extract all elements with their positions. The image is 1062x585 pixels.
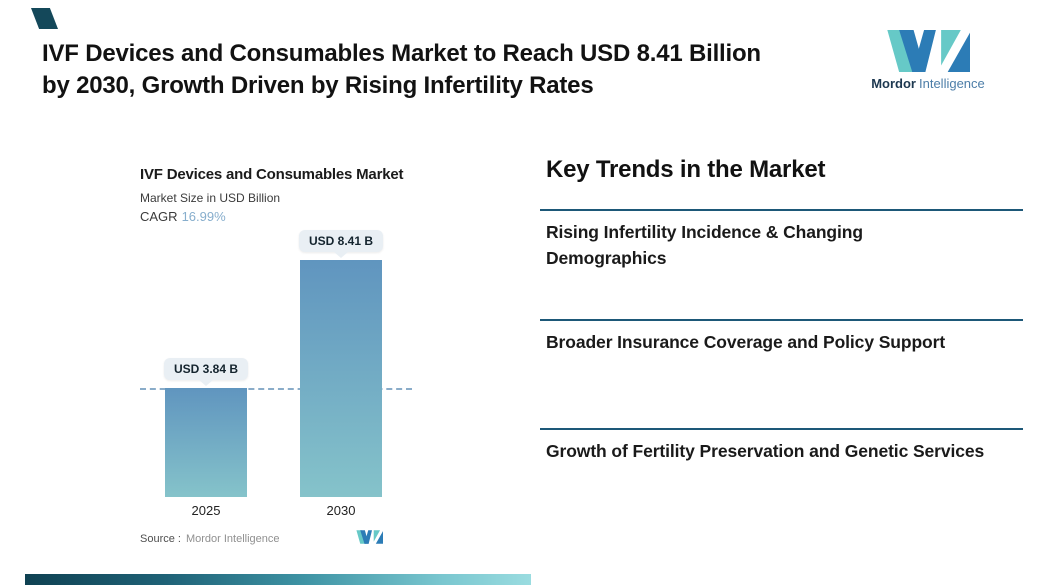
chart-plot: USD 3.84 B 2025 USD 8.41 B 2030 — [140, 230, 412, 518]
trend-item-2: Broader Insurance Coverage and Policy Su… — [546, 332, 946, 352]
bottom-accent-bar — [25, 574, 531, 585]
brand-name-bold: Mordor — [871, 76, 916, 91]
trends-heading: Key Trends in the Market — [546, 156, 826, 183]
x-axis-label-2025: 2025 — [191, 503, 221, 518]
brand-name-light: Intelligence — [919, 76, 985, 91]
source-label: Source : — [140, 533, 181, 545]
page-title: IVF Devices and Consumables Market to Re… — [42, 38, 761, 102]
source-value: Mordor Intelligence — [185, 533, 280, 545]
mordor-logo-icon — [887, 30, 970, 72]
chart-source: Source : Mordor Intelligence — [140, 533, 280, 545]
trends-divider-1 — [540, 209, 1023, 211]
mordor-logo: Mordor Intelligence — [862, 30, 994, 91]
bar-group-2025: USD 3.84 B — [163, 230, 249, 497]
chart-cagr: CAGR 16.99% — [140, 209, 226, 224]
page-title-line1: IVF Devices and Consumables Market to Re… — [42, 40, 761, 67]
trend-item-3: Growth of Fertility Preservation and Gen… — [546, 441, 985, 461]
trends-divider-2 — [540, 319, 1023, 321]
bar-2030 — [300, 260, 382, 497]
page-title-line2: by 2030, Growth Driven by Rising Inferti… — [42, 72, 594, 99]
corner-accent-shape — [31, 8, 58, 29]
reference-dashed-line — [140, 388, 412, 390]
chart-subtitle: Market Size in USD Billion — [140, 191, 281, 205]
trend-item-1: Rising Infertility Incidence & Changing … — [546, 222, 863, 268]
mordor-mini-logo-icon — [356, 530, 383, 544]
bar-2025 — [165, 388, 247, 497]
chart-title: IVF Devices and Consumables Market — [140, 166, 404, 183]
bar-value-label: USD 8.41 B — [298, 230, 384, 252]
trends-divider-3 — [540, 428, 1023, 430]
bar-group-2030: USD 8.41 B — [298, 230, 384, 497]
cagr-value: 16.99% — [181, 209, 226, 224]
x-axis-label-2030: 2030 — [326, 503, 356, 518]
cagr-label: CAGR — [140, 209, 178, 224]
mordor-logo-text: Mordor Intelligence — [862, 76, 994, 91]
bar-value-label: USD 3.84 B — [163, 358, 249, 380]
